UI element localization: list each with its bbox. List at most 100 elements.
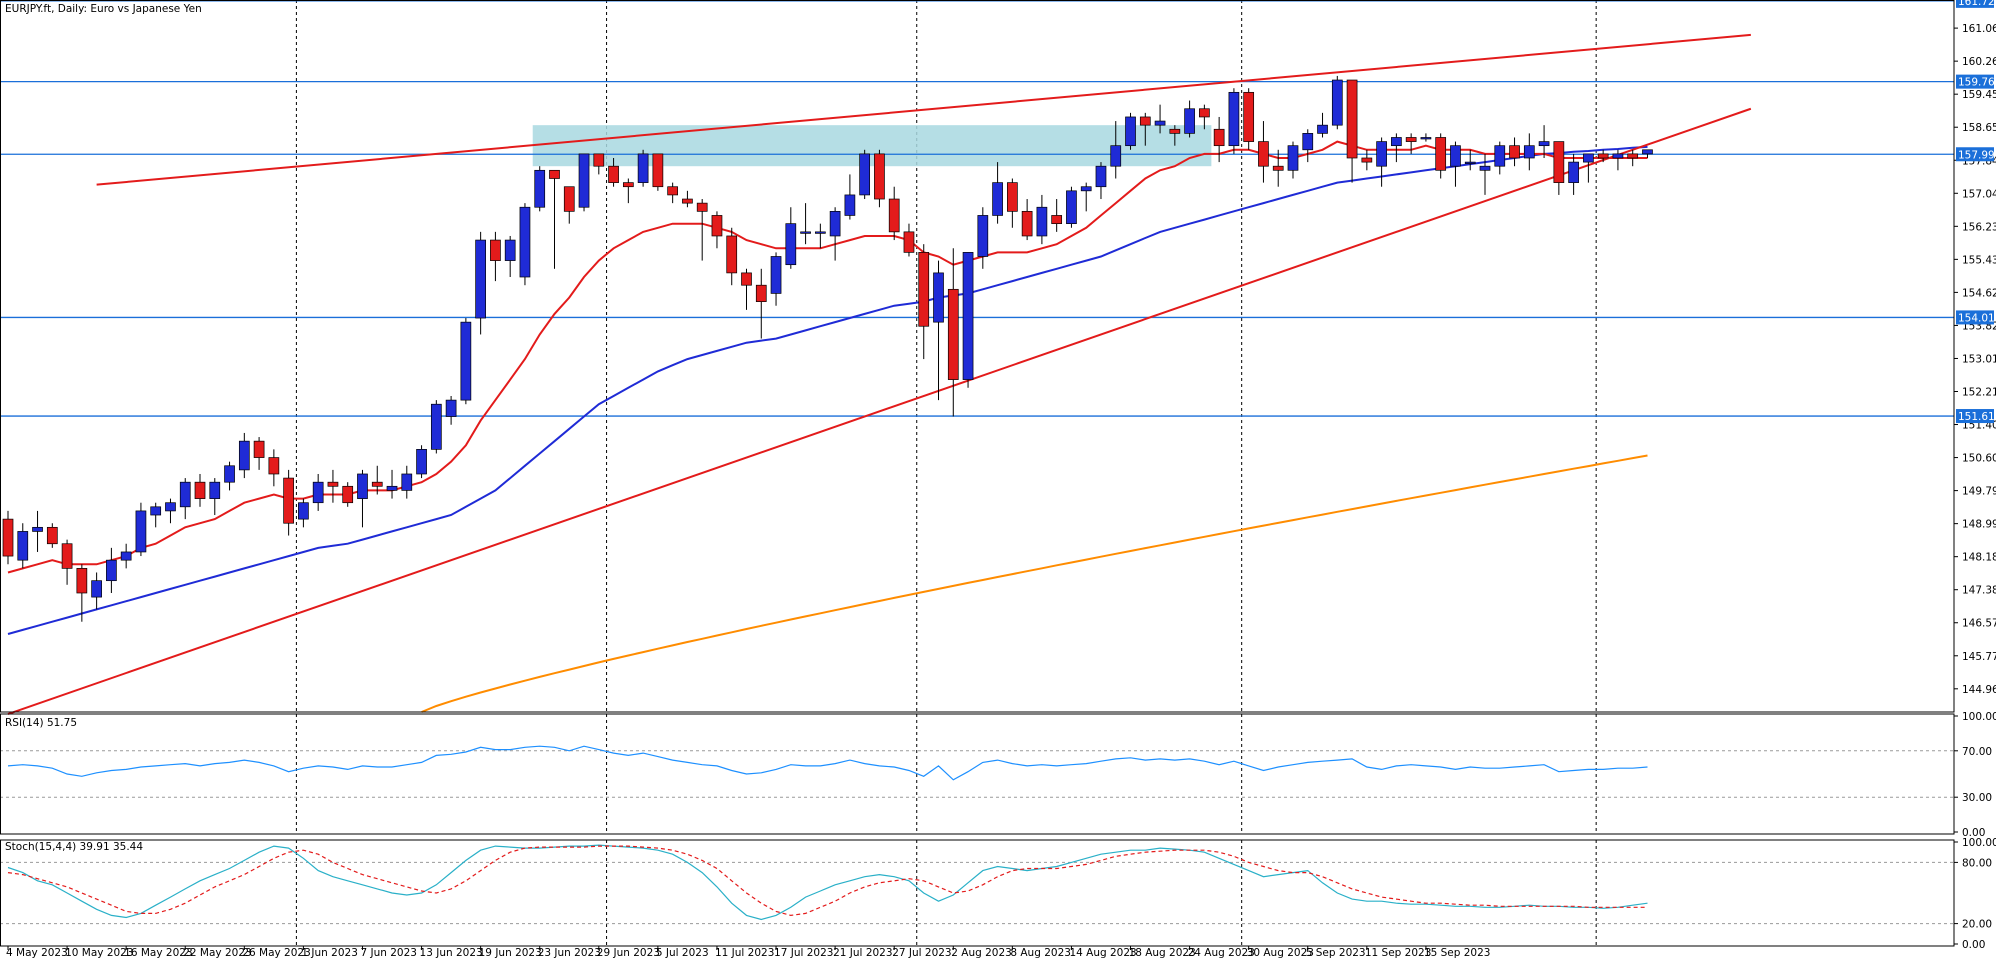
candle bbox=[1169, 125, 1181, 146]
price-tag-box bbox=[1956, 310, 1994, 325]
time-tick-label: 5 Jul 2023 bbox=[656, 947, 709, 958]
candle-body bbox=[918, 252, 930, 327]
candle bbox=[1036, 194, 1048, 245]
candle-body bbox=[106, 559, 117, 582]
trendlines bbox=[7, 33, 1752, 715]
candle-body bbox=[992, 182, 1003, 216]
candle-body bbox=[2, 518, 14, 557]
candle bbox=[445, 396, 457, 425]
candle-body bbox=[741, 272, 752, 286]
price-axis: 161.065160.260159.455158.650157.845157.0… bbox=[1954, 23, 1996, 696]
chart-title: EURJPY.ft, Daily: Euro vs Japanese Yen bbox=[5, 3, 202, 15]
candle bbox=[490, 231, 501, 282]
candle bbox=[1007, 178, 1018, 228]
candle bbox=[1213, 116, 1225, 163]
price-tick-label: 144.965 bbox=[1962, 684, 1996, 696]
candle-body bbox=[120, 551, 132, 561]
candle bbox=[859, 149, 871, 200]
candle-body bbox=[165, 502, 176, 512]
candle-body bbox=[91, 580, 102, 598]
candle-body bbox=[1523, 145, 1535, 159]
candle bbox=[386, 469, 398, 499]
rsi-label: RSI(14) 51.75 bbox=[5, 717, 77, 729]
candle-body bbox=[327, 481, 339, 487]
candle-body bbox=[268, 457, 280, 475]
candle-body bbox=[238, 440, 250, 471]
candle bbox=[357, 469, 368, 528]
ma-fast-line bbox=[7, 140, 1648, 574]
main-pane-background bbox=[0, 0, 1954, 712]
candle bbox=[1287, 141, 1299, 179]
candle-body bbox=[17, 531, 29, 561]
candle-body bbox=[652, 153, 664, 188]
candle-body bbox=[1080, 186, 1092, 192]
candle bbox=[1627, 149, 1639, 167]
candle-body bbox=[1302, 133, 1314, 151]
candle bbox=[652, 153, 664, 191]
candle bbox=[371, 465, 383, 495]
candle-body bbox=[224, 465, 235, 483]
candle-body bbox=[578, 153, 590, 208]
rsi-tick-label: 100.00 bbox=[1962, 711, 1996, 723]
time-tick-label: 29 Jun 2023 bbox=[597, 947, 660, 958]
stoch-tick-label: 80.00 bbox=[1962, 857, 1992, 869]
candle bbox=[32, 510, 43, 552]
price-tag: 154.015 bbox=[1956, 310, 1996, 325]
resistance-zone bbox=[532, 125, 1212, 167]
rsi-line bbox=[7, 745, 1648, 781]
candle-body bbox=[1331, 79, 1343, 126]
candle bbox=[135, 502, 147, 557]
candle-body bbox=[490, 239, 501, 261]
candle bbox=[1331, 75, 1343, 130]
candle bbox=[755, 268, 767, 339]
candle-body bbox=[785, 223, 797, 266]
time-tick-label: 22 May 2023 bbox=[183, 947, 251, 958]
candle bbox=[800, 203, 811, 245]
candle-body bbox=[1361, 157, 1373, 163]
candle bbox=[741, 268, 752, 310]
candle-body bbox=[1154, 120, 1166, 126]
time-tick-label: 2 Aug 2023 bbox=[951, 947, 1012, 958]
time-tick-label: 11 Jul 2023 bbox=[715, 947, 774, 958]
candle-body bbox=[1021, 210, 1033, 237]
price-tag: 161.729 bbox=[1956, 0, 1996, 8]
candle-body bbox=[933, 272, 944, 323]
candle-body bbox=[1597, 153, 1609, 159]
candle-body bbox=[637, 153, 649, 183]
price-tick-label: 157.040 bbox=[1962, 188, 1996, 200]
candle-body bbox=[504, 239, 516, 261]
price-tick-label: 159.455 bbox=[1962, 89, 1996, 101]
candle-body bbox=[1494, 145, 1506, 167]
candle bbox=[888, 186, 900, 241]
candle-body bbox=[1568, 161, 1579, 183]
candle-body bbox=[726, 235, 738, 274]
candle bbox=[1450, 141, 1461, 187]
candle-body bbox=[342, 485, 354, 504]
candle bbox=[2, 510, 14, 565]
candle-body bbox=[1184, 108, 1195, 134]
candle bbox=[283, 469, 294, 536]
candle bbox=[1612, 149, 1624, 171]
candle-body bbox=[1199, 108, 1210, 118]
candle bbox=[1228, 88, 1240, 154]
price-tag-text: 151.612 bbox=[1958, 411, 1996, 423]
candle bbox=[17, 523, 29, 569]
candle-body bbox=[859, 153, 871, 196]
candle bbox=[903, 223, 915, 257]
price-tag-text: 157.991 bbox=[1958, 149, 1996, 161]
stoch-pane-border bbox=[0, 839, 1955, 947]
candle-body bbox=[770, 256, 782, 294]
price-tick-label: 158.650 bbox=[1962, 122, 1996, 134]
candle bbox=[947, 248, 959, 417]
candle bbox=[1139, 112, 1151, 146]
candle-body bbox=[416, 449, 427, 475]
candle-body bbox=[475, 239, 486, 319]
candle-body bbox=[947, 288, 959, 380]
candle-body bbox=[534, 169, 546, 208]
candle bbox=[1125, 112, 1136, 150]
candle-body bbox=[1066, 190, 1077, 225]
candle-body bbox=[829, 210, 841, 237]
rsi-tick-label: 0.00 bbox=[1962, 827, 1985, 839]
